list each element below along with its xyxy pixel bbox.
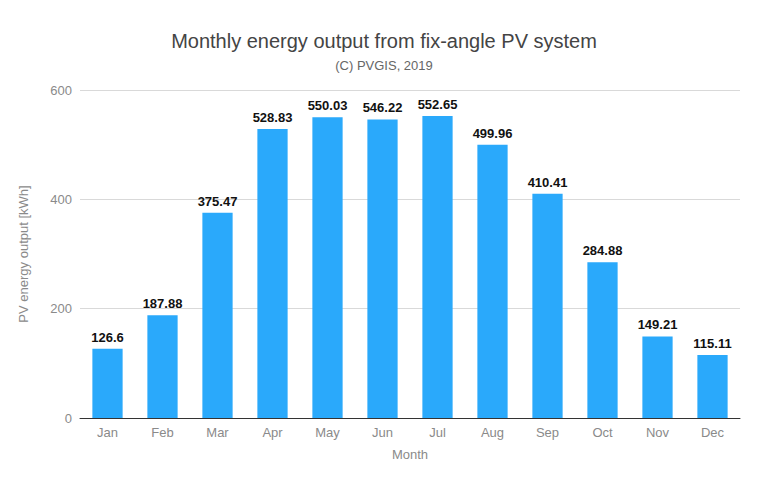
svg-text:Dec: Dec xyxy=(701,425,725,440)
svg-text:149.21: 149.21 xyxy=(638,317,678,332)
svg-text:Month: Month xyxy=(392,447,428,462)
svg-text:Nov: Nov xyxy=(646,425,670,440)
svg-text:410.41: 410.41 xyxy=(528,175,568,190)
svg-text:May: May xyxy=(315,425,340,440)
svg-text:Sep: Sep xyxy=(536,425,559,440)
svg-text:187.88: 187.88 xyxy=(143,296,183,311)
svg-text:PV energy output [kWh]: PV energy output [kWh] xyxy=(16,185,31,322)
svg-text:Jul: Jul xyxy=(429,425,446,440)
svg-text:(C) PVGIS, 2019: (C) PVGIS, 2019 xyxy=(335,58,433,73)
svg-text:375.47: 375.47 xyxy=(198,194,238,209)
svg-text:546.22: 546.22 xyxy=(363,100,403,115)
svg-text:552.65: 552.65 xyxy=(418,97,458,112)
svg-text:Mar: Mar xyxy=(206,425,229,440)
svg-text:284.88: 284.88 xyxy=(583,243,623,258)
svg-text:115.11: 115.11 xyxy=(693,336,731,351)
svg-text:Oct: Oct xyxy=(592,425,613,440)
svg-text:600: 600 xyxy=(50,83,72,98)
svg-text:528.83: 528.83 xyxy=(253,110,293,125)
svg-text:400: 400 xyxy=(50,192,72,207)
svg-text:Apr: Apr xyxy=(262,425,283,440)
svg-text:126.6: 126.6 xyxy=(91,330,124,345)
svg-text:Feb: Feb xyxy=(151,425,173,440)
svg-text:200: 200 xyxy=(50,301,72,316)
svg-text:Jan: Jan xyxy=(97,425,118,440)
svg-text:550.03: 550.03 xyxy=(308,98,348,113)
svg-text:Aug: Aug xyxy=(481,425,504,440)
svg-text:Jun: Jun xyxy=(372,425,393,440)
svg-text:0: 0 xyxy=(65,411,72,426)
svg-text:499.96: 499.96 xyxy=(473,126,513,141)
svg-text:Monthly energy output from fix: Monthly energy output from fix-angle PV … xyxy=(171,30,597,52)
